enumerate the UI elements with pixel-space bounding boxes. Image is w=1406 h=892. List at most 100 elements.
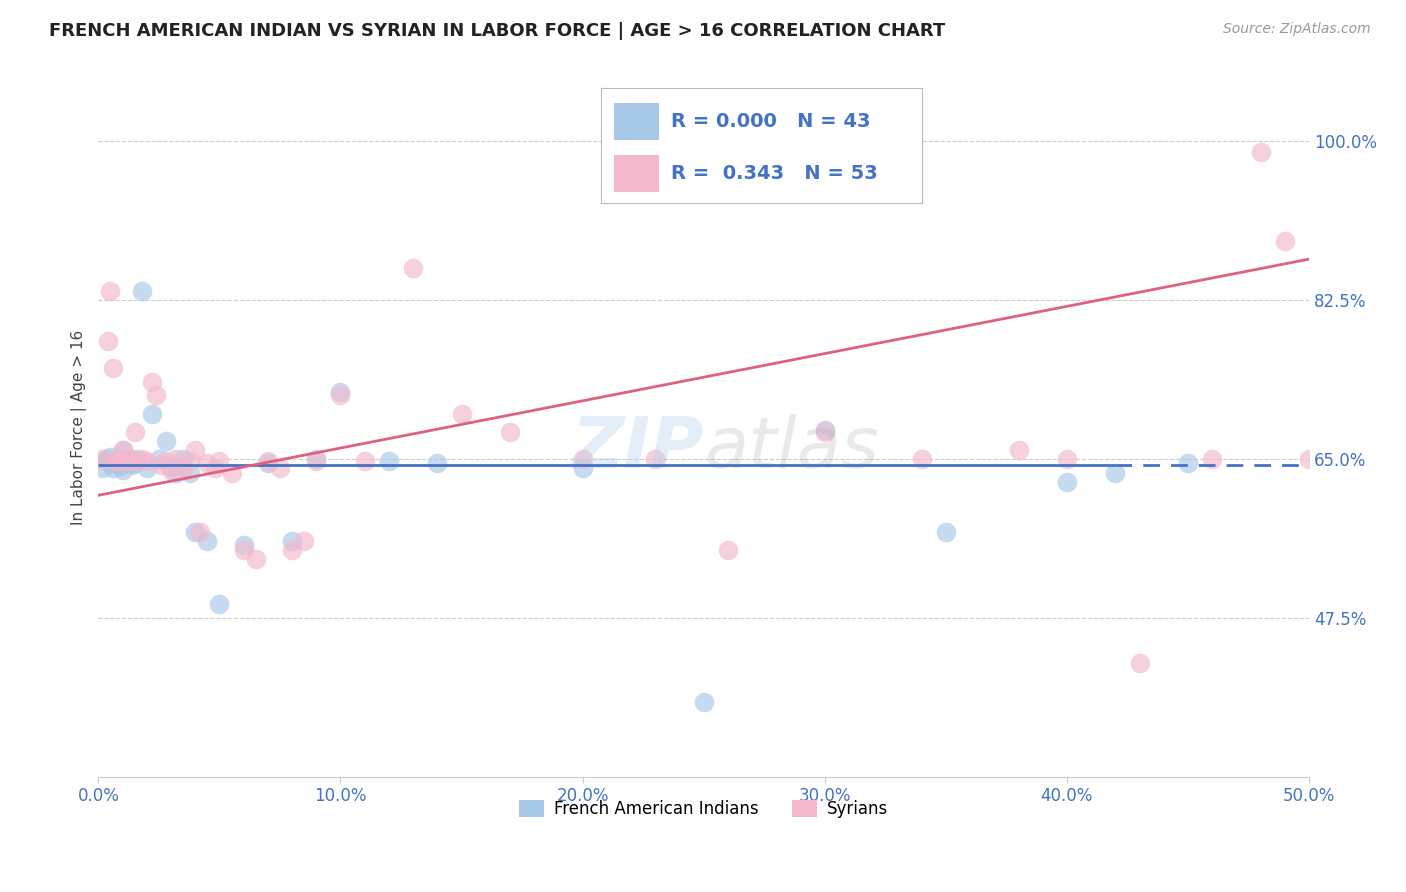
Point [100,284,122,298]
Point [329,388,352,402]
Point [257,454,280,468]
Point [911,452,934,467]
Point [155,434,177,448]
Point [131,284,153,298]
Point [141,407,163,421]
Point [232,538,254,552]
Text: Source: ZipAtlas.com: Source: ZipAtlas.com [1223,22,1371,37]
Point [1104,466,1126,480]
Point [232,542,254,557]
Point [135,454,157,468]
Point [108,454,131,468]
Point [100,450,122,464]
Text: ZIP: ZIP [571,414,704,483]
Point [571,461,593,475]
Point [111,463,134,477]
Point [150,458,173,473]
Point [91,461,114,475]
Point [91,452,114,467]
Point [148,452,170,467]
Point [644,452,666,467]
Point [499,425,522,439]
Point [179,466,201,480]
Point [717,542,740,557]
Point [94,452,117,467]
Point [104,454,127,468]
Point [165,452,187,467]
Text: atlas: atlas [704,414,879,483]
Point [1250,145,1272,159]
Point [160,463,183,477]
Point [1056,475,1078,489]
Point [118,454,141,468]
Point [245,552,267,566]
Point [188,524,211,539]
Point [124,425,146,439]
Point [814,423,837,437]
Point [1056,452,1078,467]
Point [108,459,131,474]
Point [107,452,129,467]
Point [124,457,146,471]
Point [172,452,194,467]
Point [814,425,837,439]
Point [281,542,304,557]
Point [402,261,425,276]
Point [127,452,149,467]
Point [101,361,124,376]
Point [117,454,139,468]
Point [100,457,122,471]
Point [353,454,375,468]
Point [101,461,124,475]
Point [160,459,183,474]
Point [118,452,141,467]
Point [114,452,136,467]
Point [131,452,153,467]
Point [172,461,194,475]
Text: FRENCH AMERICAN INDIAN VS SYRIAN IN LABOR FORCE | AGE > 16 CORRELATION CHART: FRENCH AMERICAN INDIAN VS SYRIAN IN LABO… [49,22,945,40]
Point [1129,657,1152,671]
Point [1177,457,1199,471]
Point [1274,234,1296,248]
Point [1007,442,1029,457]
Point [426,457,449,471]
Point [184,442,207,457]
Point [104,454,127,468]
Point [179,454,201,468]
Point [693,695,716,709]
Point [204,461,226,475]
Point [111,442,134,457]
Point [269,461,291,475]
Point [97,454,120,468]
Point [141,375,163,389]
Point [221,466,243,480]
Point [450,407,472,421]
Point [114,452,136,467]
Y-axis label: In Labor Force | Age > 16: In Labor Force | Age > 16 [72,329,87,524]
Point [117,457,139,471]
Point [145,388,167,402]
Legend: French American Indians, Syrians: French American Indians, Syrians [512,793,896,824]
Point [329,384,352,399]
Point [305,454,328,468]
Point [257,457,280,471]
Point [935,524,957,539]
Point [184,524,207,539]
Point [281,533,304,548]
Point [127,454,149,468]
Point [155,454,177,468]
Point [121,458,143,473]
Point [292,533,315,548]
Point [1201,452,1223,467]
Point [195,533,218,548]
Point [571,452,593,467]
Point [1298,452,1320,467]
Point [107,457,129,471]
Point [305,452,328,467]
Point [111,442,134,457]
Point [378,454,401,468]
Point [135,461,157,475]
Point [208,454,231,468]
Point [208,597,231,611]
Point [195,457,218,471]
